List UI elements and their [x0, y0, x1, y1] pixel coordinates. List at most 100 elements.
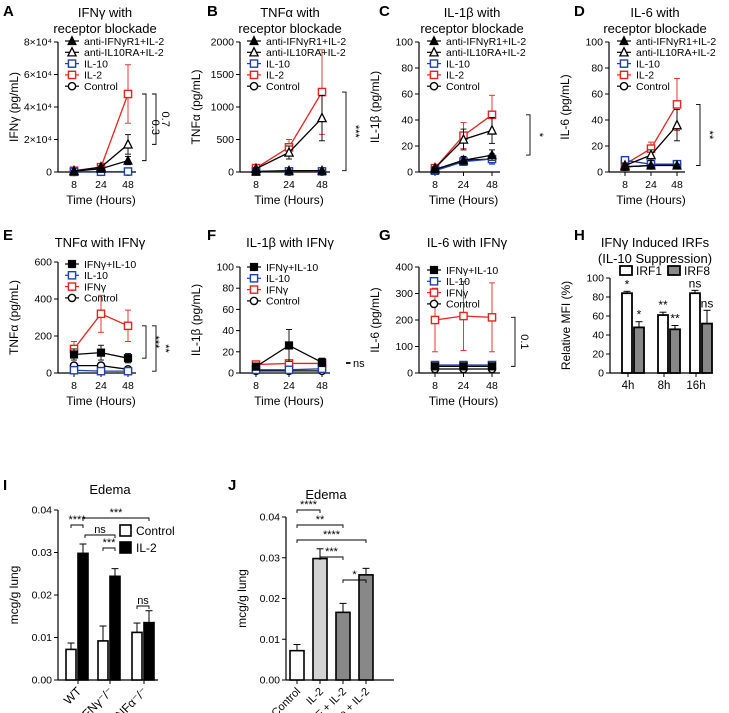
y-axis-label: IL-6 (pg/mL): [368, 287, 382, 352]
legend-swatch: [119, 524, 132, 537]
bar: [131, 631, 143, 681]
x-tick-label: 48: [122, 179, 134, 191]
annotations: *: [526, 114, 545, 156]
annotations: ***: [342, 91, 361, 172]
data-point: [486, 124, 498, 135]
significance-label: ns: [689, 276, 702, 290]
data-point: [249, 59, 259, 68]
significance-bracket: [84, 534, 116, 538]
chart-panel-C: 0 20 40 60 80 100 IL-1β (pg/mL) C IL-1β withrece…: [368, 3, 545, 207]
significance-label: 0.1: [518, 334, 530, 349]
y-axis-label: Relative MFI (%): [559, 281, 573, 370]
x-tick-label: 8h: [658, 380, 671, 392]
panel-label: G: [379, 227, 391, 244]
x-tick-label: 24: [645, 179, 657, 191]
data-point: [123, 89, 133, 99]
data-point: [123, 154, 133, 165]
bar: [289, 649, 305, 681]
x-tick-label: 48: [122, 380, 134, 392]
data-point: [618, 46, 630, 57]
data-point: [67, 35, 77, 46]
legend-entry: IFNγ+IL-10: [84, 259, 136, 271]
y-tick-label: 80: [222, 283, 234, 295]
series-IL-10: [251, 364, 327, 375]
legend-entry: IL-10: [266, 58, 290, 70]
legend-entry: anti-IFNγR1+IL-2: [446, 36, 526, 48]
x-tick-label: 24: [458, 380, 470, 392]
data-point: [249, 70, 259, 80]
legend: anti-IFNγR1+IL-2anti-IL10RA+IL-2IL-10IL-…: [427, 35, 526, 93]
significance-label: **: [703, 131, 715, 140]
data-point: [430, 362, 440, 371]
panel-label: I: [3, 477, 7, 494]
data-point: [96, 348, 106, 357]
significance-bracket: [342, 579, 367, 583]
bar: [335, 611, 351, 681]
significance-label: **: [670, 312, 680, 326]
significance-label: ns: [137, 595, 149, 607]
data-point: [429, 70, 439, 80]
annotations: *****: [142, 325, 171, 372]
legend-entry: Control: [84, 293, 118, 305]
legend-entry: anti-IL10RA+IL-2: [636, 47, 716, 59]
y-tick-label: 500: [216, 134, 234, 146]
legend-entry: IFNγ: [266, 284, 289, 296]
x-axis-label: Time (Hours): [66, 394, 136, 408]
legend-entry: Control: [636, 81, 670, 93]
y-tick-label: 600: [34, 257, 52, 269]
significance-bracket: [136, 605, 150, 609]
y-tick-label: 200: [395, 315, 413, 327]
series-line: [73, 93, 129, 172]
panel-label: F: [207, 227, 216, 244]
data-point: [248, 46, 260, 57]
panel-label: E: [3, 227, 13, 244]
panel-title: receptor blockade: [603, 21, 706, 36]
x-tick-label: 8: [71, 380, 77, 392]
bar: [621, 292, 633, 374]
significance-bracket: [102, 547, 116, 551]
significance-label: 0.7: [159, 112, 171, 127]
data-point: [646, 159, 656, 170]
data-point: [249, 274, 259, 283]
x-tick-label: 8: [622, 179, 628, 191]
legend-entry: IL-2: [446, 70, 464, 82]
data-point: [458, 154, 469, 165]
data-point: [429, 265, 439, 275]
legend-entry: IL-10: [266, 273, 290, 285]
panel-title: IL-6 with IFNγ: [427, 235, 508, 250]
significance-label: ns: [94, 524, 106, 536]
significance-label: **: [159, 344, 171, 353]
significance-bracket: [152, 325, 157, 372]
y-tick-label: 20: [222, 346, 234, 358]
significance-label: ***: [110, 507, 124, 519]
y-tick-label: 400: [395, 262, 413, 274]
data-point: [459, 311, 468, 321]
y-tick-label: 40: [401, 115, 413, 127]
legend-entry: Control: [136, 524, 175, 538]
y-tick-label: 6×10⁴: [24, 69, 52, 81]
legend-entry: Control: [446, 299, 480, 311]
legend-entry: IRF1: [636, 264, 662, 278]
significance-label: *: [352, 569, 357, 581]
y-tick-label: 100: [585, 37, 603, 49]
data-point: [459, 362, 468, 371]
data-point: [429, 277, 439, 286]
series-IFNγ+IL-10: [251, 329, 327, 371]
y-axis-label: IL-6 (pg/mL): [558, 74, 572, 139]
significance-bracket: [142, 325, 147, 359]
legend-entry: IFNγ: [84, 281, 107, 293]
y-tick-label: 0: [407, 368, 413, 380]
data-point: [251, 362, 261, 371]
legend: anti-IFNγR1+IL-2anti-IL10RA+IL-2IL-10IL-…: [617, 35, 716, 93]
x-tick-label: WT: [61, 684, 85, 708]
data-point: [317, 164, 327, 175]
data-point: [458, 133, 469, 144]
data-point: [67, 259, 77, 269]
y-tick-label: 40: [222, 325, 234, 337]
data-point: [487, 313, 497, 322]
significance-label: ****: [323, 529, 341, 541]
significance-label: ****: [68, 514, 86, 526]
